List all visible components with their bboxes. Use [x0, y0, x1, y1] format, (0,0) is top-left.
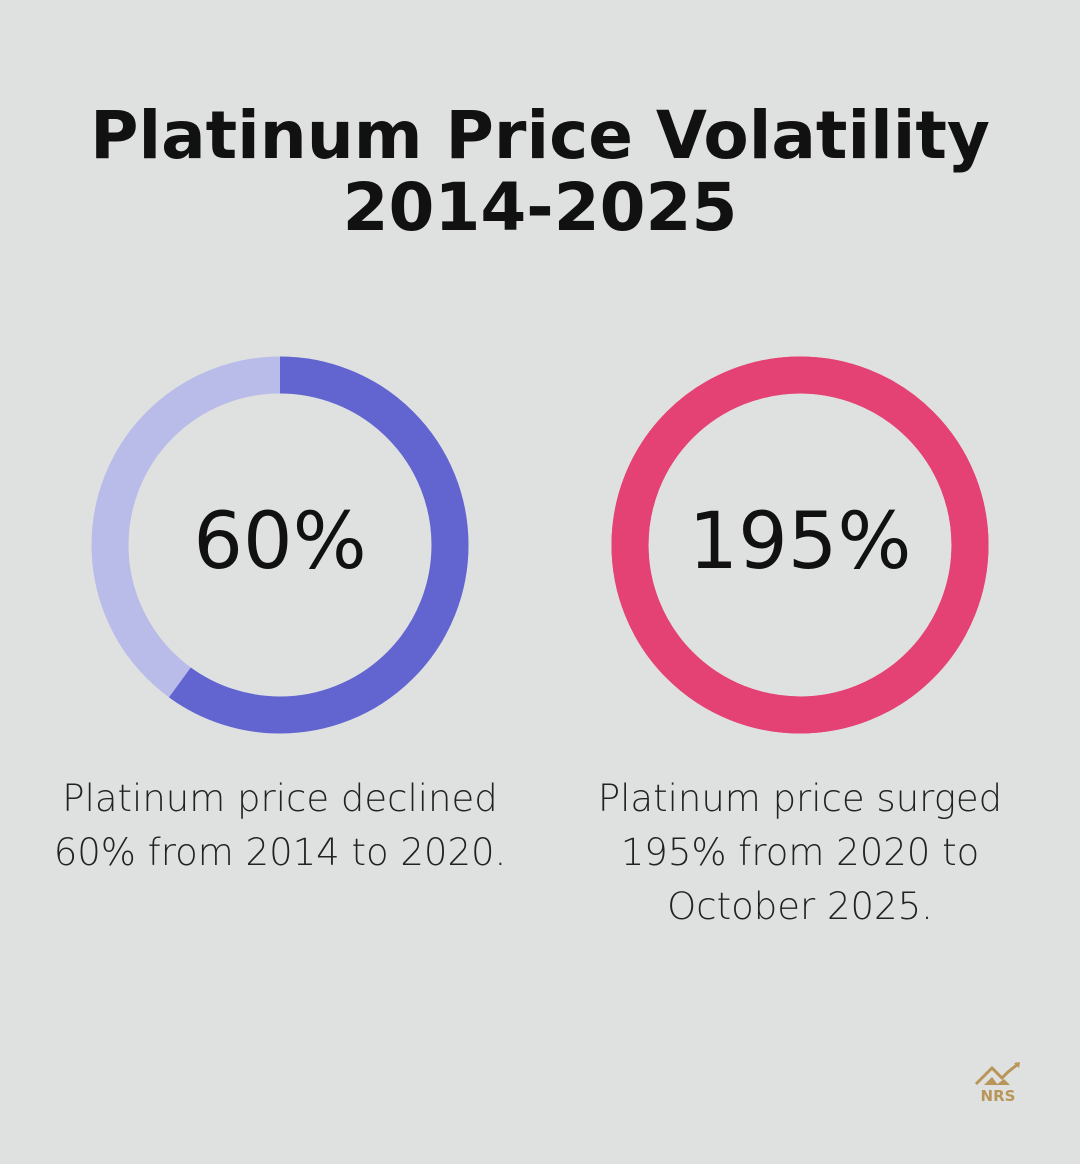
donut-chart-decline: 60% — [91, 356, 469, 734]
caption-decline: Platinum price declined 60% from 2014 to… — [53, 777, 507, 874]
caption-surge: Platinum price surged 195% from 2020 to … — [597, 777, 1003, 928]
donut-value-label: 195% — [689, 497, 912, 587]
page-title: Platinum Price Volatility 2014-2025 — [0, 100, 1080, 244]
title-line-1: Platinum Price Volatility — [90, 97, 990, 174]
donut-arc — [611, 356, 989, 734]
title-line-2: 2014-2025 — [342, 169, 738, 246]
nrs-logo: NRS — [974, 1062, 1020, 1104]
donut-chart-surge: 195% — [611, 356, 989, 734]
donut-arc — [91, 356, 469, 734]
donut-value-label: 60% — [193, 497, 366, 587]
svg-text:NRS: NRS — [981, 1087, 1016, 1104]
